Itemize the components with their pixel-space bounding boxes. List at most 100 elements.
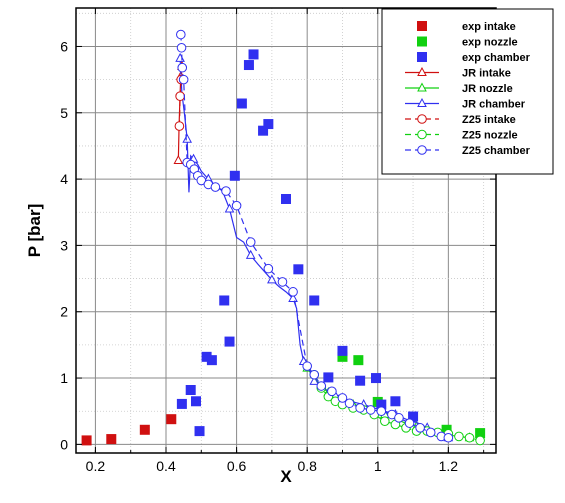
exp-chamber-point: [219, 295, 230, 306]
z25-chamber-point: [425, 427, 436, 438]
legend-label-z25-chamber: Z25 chamber: [462, 145, 531, 157]
z25-chamber-point: [263, 263, 274, 274]
exp-chamber-point: [371, 373, 381, 384]
series-exp-chamber: [176, 49, 419, 437]
jr-chamber-point: [245, 249, 256, 259]
axis-ticks: 0.2 0.4 0.6 0.8 1 1.2 0 1 2 3 4 5 6: [60, 8, 496, 474]
legend-item-z25-chamber: Z25 chamber: [405, 145, 531, 157]
z25-chamber-point: [302, 361, 312, 371]
exp-chamber-point: [293, 264, 304, 275]
plot-frame: [75, 7, 497, 454]
exp-nozzle-point: [475, 428, 486, 439]
x-tick-label: 0.4: [156, 458, 176, 474]
x-tick-label: 1.2: [439, 458, 459, 474]
z25-chamber-point: [178, 74, 189, 85]
z25-chamber-point: [177, 62, 188, 73]
exp-chamber-point: [309, 295, 320, 306]
exp-chamber-point: [194, 426, 205, 437]
exp-nozzle-point: [353, 355, 364, 366]
z25-chamber-point: [176, 29, 186, 40]
legend-label-jr-nozzle: JR nozzle: [462, 83, 513, 95]
legend-symbol-exp-chamber: [417, 52, 427, 62]
exp-chamber-point: [191, 396, 201, 407]
legend-label-jr-chamber: JR chamber: [462, 99, 526, 111]
jr-chamber-point: [309, 375, 320, 385]
exp-chamber-point: [201, 351, 212, 362]
z25-chamber-point: [288, 287, 298, 297]
z25-chamber-point: [415, 423, 425, 433]
exp-intake-point: [139, 424, 150, 435]
z25-chamber-point: [210, 182, 221, 192]
y-tick-label: 2: [60, 304, 68, 320]
legend-item-jr-nozzle: JR nozzle: [405, 82, 513, 95]
legend-symbol-exp-nozzle: [417, 36, 427, 47]
x-tick-label: 0.8: [297, 458, 317, 474]
z25-chamber-point: [337, 393, 348, 403]
exp-chamber-point: [355, 375, 366, 386]
exp-chamber-point: [248, 49, 259, 60]
exp-chamber-point: [243, 60, 254, 71]
legend-symbol-z25-nozzle: [417, 129, 427, 140]
exp-chamber-point: [390, 396, 401, 407]
x-tick-label: 1: [374, 458, 382, 474]
exp-chamber-point: [229, 170, 240, 181]
jr-chamber-point: [224, 203, 235, 213]
legend-symbol-z25-chamber: [417, 145, 427, 155]
z25-chamber-point: [309, 369, 320, 380]
z25-chamber-point: [404, 418, 415, 428]
z25-intake-line: [178, 79, 182, 127]
legend-label-z25-nozzle: Z25 nozzle: [462, 130, 518, 142]
legend-item-exp-nozzle: exp nozzle: [417, 36, 518, 49]
legend-symbol-jr-nozzle: [417, 82, 427, 92]
exp-chamber-point: [408, 411, 419, 422]
exp-chamber-point: [176, 398, 187, 409]
y-tick-label: 5: [60, 105, 68, 121]
exp-intake-point: [106, 434, 117, 445]
z25-nozzle-point: [475, 435, 485, 446]
z25-chamber-point: [196, 175, 207, 186]
exp-chamber-point: [323, 372, 334, 383]
exp-nozzle-point: [337, 351, 348, 362]
exp-chamber-point: [224, 336, 235, 347]
exp-chamber-point: [337, 345, 348, 356]
exp-intake-point: [81, 435, 92, 446]
x-tick-label: 0.6: [227, 458, 247, 474]
z25-chamber-point: [316, 381, 327, 391]
z25-nozzle-point: [380, 416, 390, 426]
series-z25-chamber: [176, 29, 454, 443]
legend-item-exp-intake: exp intake: [417, 21, 516, 33]
z25-intake-point: [174, 121, 185, 131]
legend-label-exp-chamber: exp chamber: [462, 52, 531, 64]
exp-chamber-point: [376, 399, 387, 410]
legend-symbol-exp-intake: [417, 21, 427, 31]
jr-chamber-point: [288, 292, 298, 302]
legend-item-jr-intake: JR intake: [405, 66, 511, 80]
z25-chamber-point: [221, 186, 231, 196]
legend-item-jr-chamber: JR chamber: [405, 97, 526, 111]
legend-label-exp-nozzle: exp nozzle: [462, 37, 518, 49]
legend-item-exp-chamber: exp chamber: [417, 52, 531, 64]
y-axis-title: P [bar]: [25, 204, 44, 258]
exp-chamber-point: [185, 385, 196, 395]
exp-chamber-point: [206, 355, 217, 366]
z25-nozzle-point: [454, 431, 464, 442]
z25-nozzle-point: [464, 432, 475, 443]
x-tick-label: 0.2: [86, 458, 106, 474]
y-tick-label: 0: [60, 436, 68, 452]
z25-chamber-point: [394, 413, 404, 423]
jr-chamber-point: [182, 133, 193, 143]
legend-symbol-z25-intake: [417, 114, 427, 124]
legend-symbol-jr-intake: [417, 66, 427, 76]
z25-chamber-point: [277, 277, 288, 287]
jr-chamber-line: [179, 58, 449, 439]
legend: exp intake exp nozzle exp chamber JR intake…: [381, 8, 554, 175]
exp-intake-point: [166, 414, 177, 425]
series-z25-nozzle: [309, 369, 485, 446]
z25-chamber-point: [365, 405, 376, 415]
z25-chamber-point: [443, 432, 454, 443]
exp-chamber-point: [263, 119, 274, 130]
z25-chamber-point: [327, 386, 337, 397]
z25-chamber-point: [245, 237, 256, 247]
legend-label-exp-intake: exp intake: [462, 21, 516, 33]
z25-chamber-point: [231, 200, 242, 211]
